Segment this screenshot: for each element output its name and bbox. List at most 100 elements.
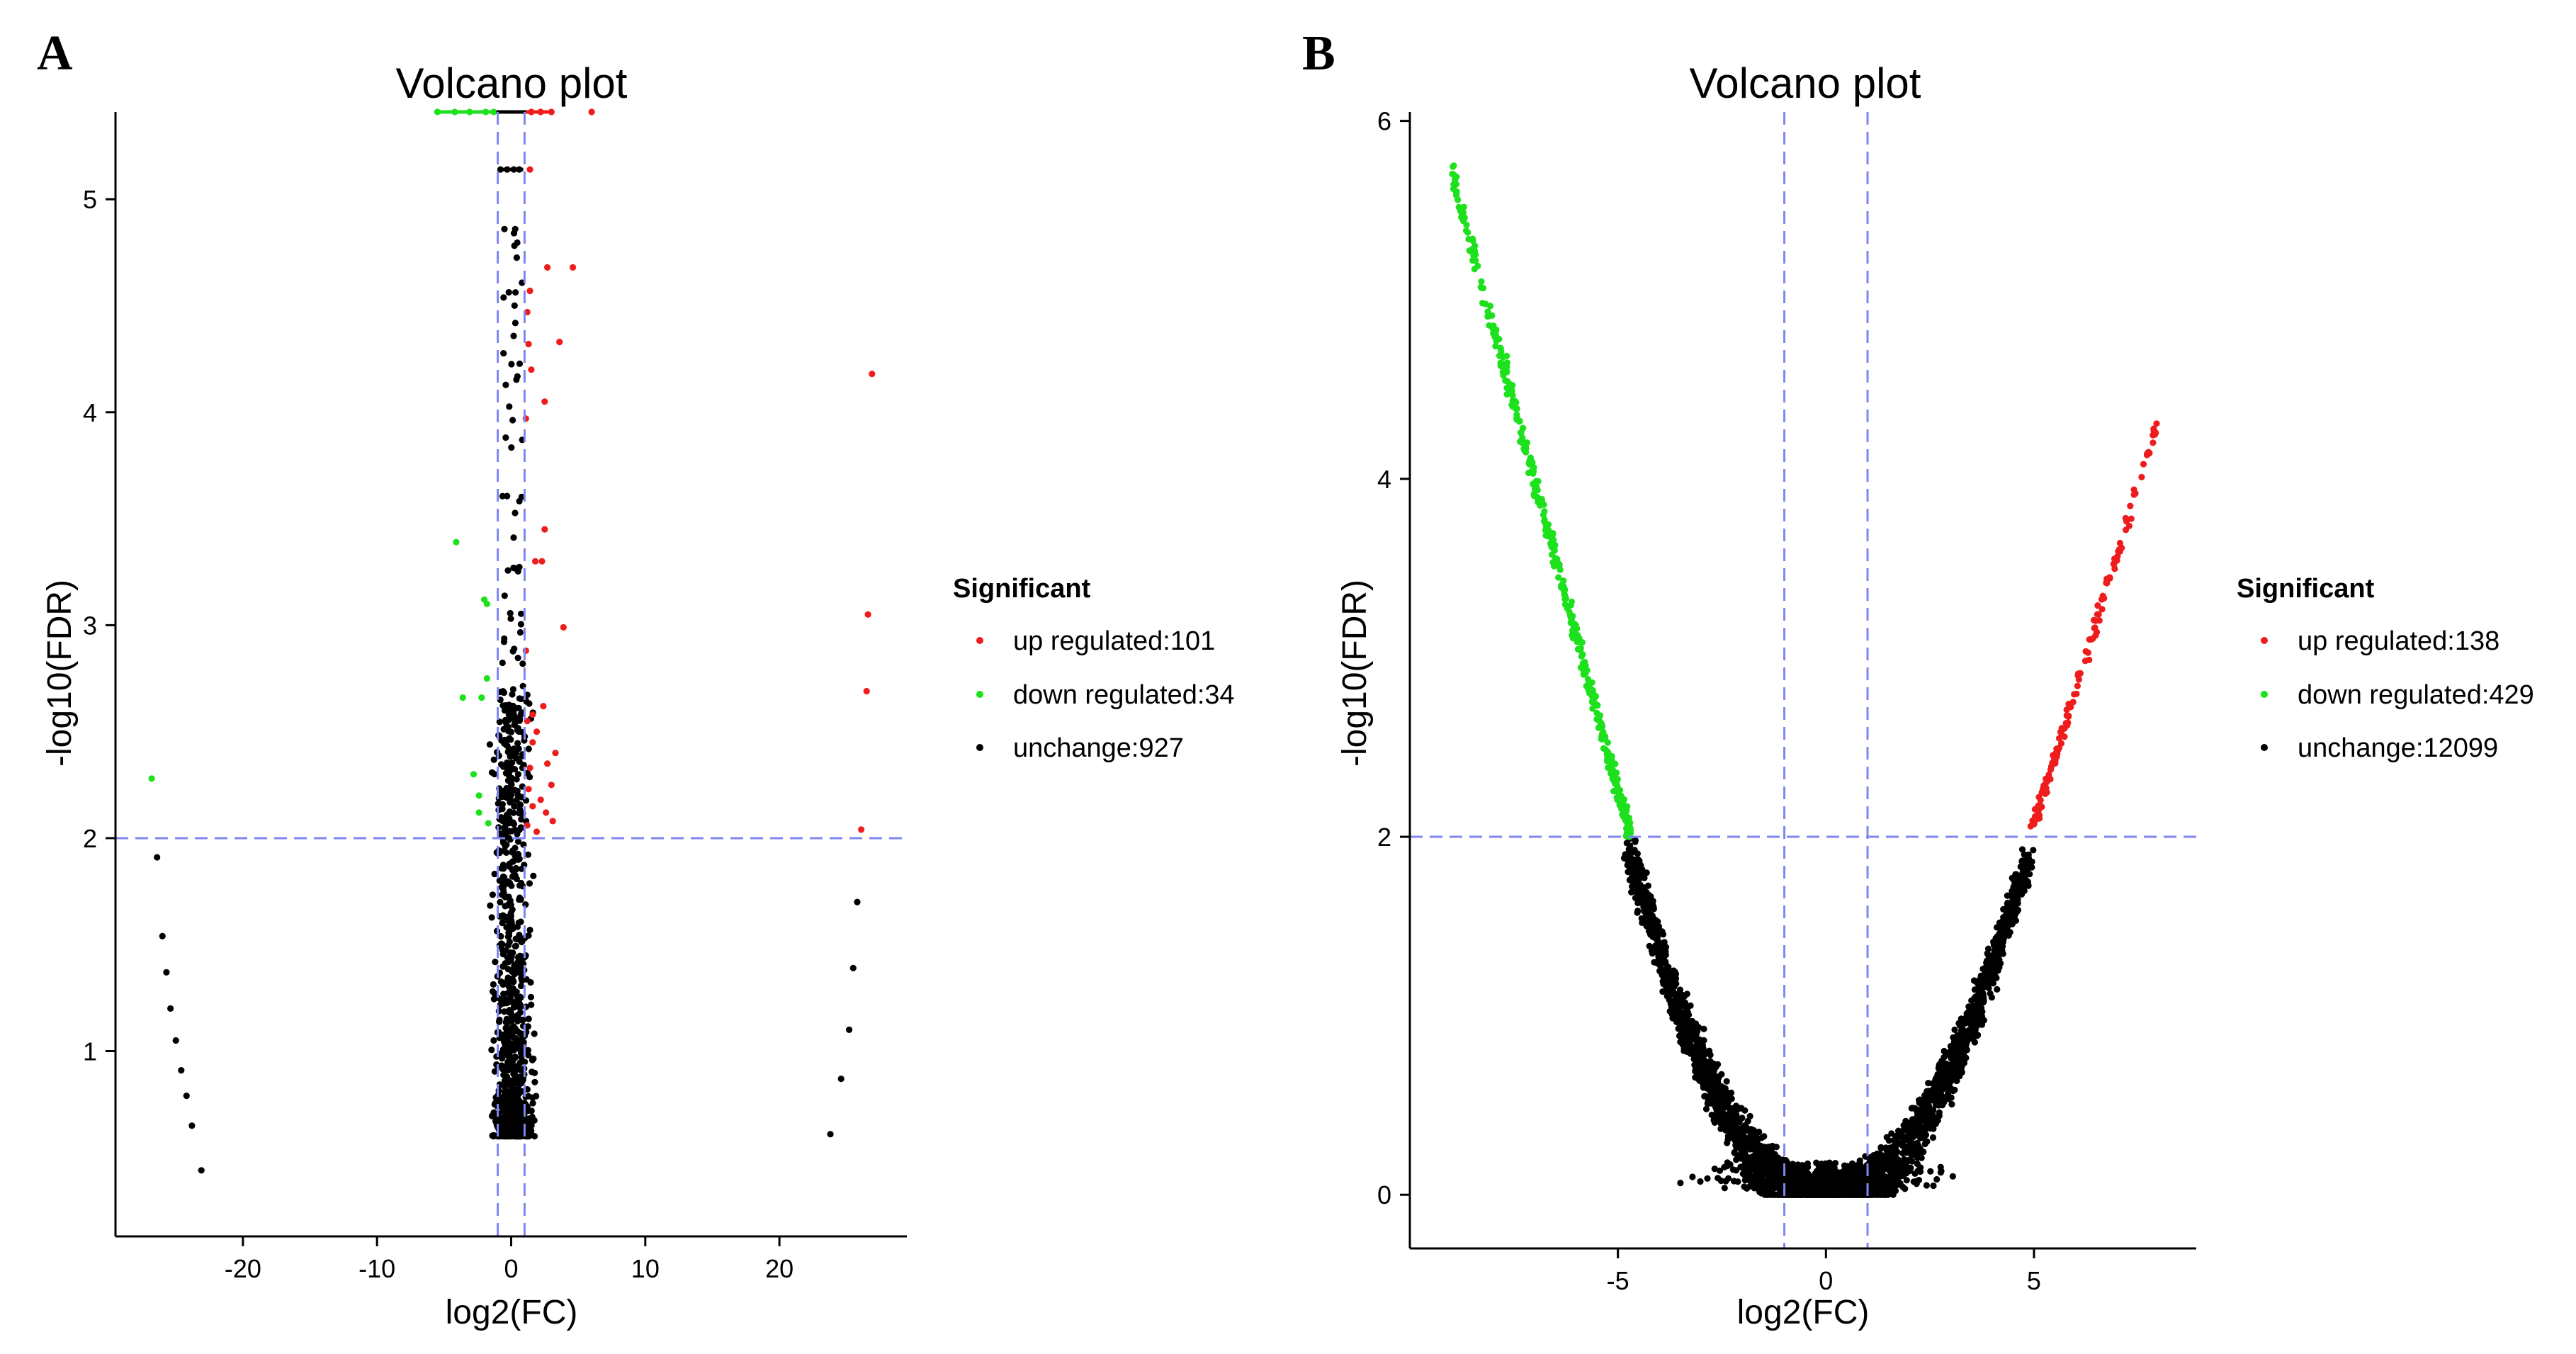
data-point-unchange — [513, 1111, 521, 1118]
data-point-unchange — [502, 381, 509, 388]
data-point-unchange — [504, 880, 512, 887]
data-point-unchange — [518, 610, 525, 617]
data-point-up-regulated — [543, 809, 550, 816]
data-point-unchange — [1907, 1165, 1914, 1172]
data-point-unchange — [1639, 916, 1646, 923]
data-point-unchange — [508, 711, 515, 718]
data-point-up-regulated — [544, 760, 551, 767]
data-point-up-regulated — [2061, 725, 2068, 732]
data-point-unchange — [1734, 1104, 1741, 1111]
data-point-down-regulated — [1551, 541, 1559, 549]
data-point-down-regulated — [1459, 209, 1467, 216]
data-point-unchange — [2018, 846, 2026, 853]
data-point-up-regulated — [588, 108, 595, 115]
data-point-unchange — [513, 796, 520, 803]
data-point-unchange — [1744, 1117, 1751, 1124]
data-point-unchange — [2007, 914, 2014, 921]
data-point-unchange — [1926, 1124, 1933, 1132]
data-point-unchange — [1727, 1116, 1734, 1123]
data-point-unchange — [1963, 1016, 1971, 1023]
data-point-up-regulated — [537, 796, 544, 803]
data-point-unchange — [1930, 1088, 1937, 1095]
data-point-unchange — [1934, 1096, 1941, 1103]
x-tick-label-b: 5 — [2027, 1266, 2041, 1295]
data-point-unchange — [1949, 1055, 1956, 1063]
data-point-down-regulated — [1568, 614, 1575, 621]
x-tick-label-a: 20 — [765, 1254, 793, 1283]
data-point-down-regulated — [148, 775, 155, 782]
data-point-unchange — [1766, 1168, 1773, 1175]
data-point-unchange — [1805, 1176, 1812, 1183]
data-point-unchange — [1640, 903, 1647, 910]
data-point-unchange — [499, 891, 506, 898]
data-point-down-regulated — [1595, 716, 1603, 724]
data-point-unchange — [1946, 1067, 1953, 1074]
data-point-unchange — [509, 417, 516, 424]
data-point-unchange — [1916, 1099, 1923, 1107]
data-point-unchange — [511, 998, 518, 1006]
data-point-unchange — [487, 902, 494, 909]
data-point-unchange — [1848, 1160, 1855, 1167]
data-point-unchange — [511, 1090, 518, 1097]
data-point-down-regulated — [1486, 312, 1493, 319]
data-point-down-regulated — [1580, 660, 1587, 667]
data-point-unchange — [1843, 1191, 1851, 1198]
data-point-up-regulated — [2111, 555, 2118, 563]
x-tick-label-a: -20 — [225, 1254, 261, 1283]
data-point-up-regulated — [2055, 735, 2063, 742]
data-point-unchange — [1799, 1182, 1807, 1189]
data-point-unchange — [1851, 1191, 1858, 1198]
data-point-unchange — [1683, 1003, 1690, 1010]
data-point-unchange — [509, 976, 516, 983]
data-point-down-regulated — [1472, 251, 1479, 259]
data-point-unchange — [516, 628, 524, 636]
data-point-up-regulated — [529, 739, 536, 746]
data-point-unchange — [516, 932, 523, 939]
data-point-unchange — [505, 777, 512, 784]
data-point-down-regulated — [1461, 214, 1468, 221]
legend-title-a: Significant — [953, 574, 1091, 604]
data-point-unchange — [491, 870, 498, 878]
data-point-unchange — [1830, 1184, 1837, 1191]
data-point-unchange — [517, 982, 525, 990]
data-point-unchange — [488, 1046, 495, 1054]
data-point-unchange — [499, 1105, 506, 1112]
data-point-unchange — [1656, 961, 1663, 968]
data-point-unchange — [1894, 1175, 1901, 1183]
data-point-unchange — [1725, 1175, 1732, 1182]
data-point-unchange — [1937, 1090, 1945, 1098]
data-point-unchange — [1665, 985, 1672, 992]
data-point-down-regulated — [1590, 699, 1597, 706]
data-point-unchange — [502, 1094, 509, 1101]
data-point-unchange — [827, 1131, 834, 1138]
data-point-unchange — [183, 1093, 190, 1100]
data-point-up-regulated — [2036, 802, 2043, 809]
data-point-unchange — [1868, 1191, 1875, 1198]
data-point-down-regulated — [1469, 257, 1476, 264]
data-point-down-regulated — [1449, 170, 1456, 178]
data-point-unchange — [500, 847, 508, 854]
data-point-unchange — [531, 1078, 538, 1085]
legend-key-down-b — [2261, 691, 2268, 698]
data-point-unchange — [514, 239, 521, 247]
data-point-up-regulated — [2035, 808, 2042, 816]
data-point-unchange — [1722, 1127, 1729, 1134]
data-point-unchange — [1721, 1185, 1728, 1192]
data-point-down-regulated — [483, 600, 491, 607]
data-point-unchange — [1714, 1078, 1721, 1085]
data-point-unchange — [518, 879, 525, 887]
data-point-unchange — [526, 774, 533, 781]
data-point-up-regulated — [549, 818, 556, 825]
legend-key-up-a — [976, 637, 983, 644]
data-point-unchange — [517, 621, 525, 628]
data-point-down-regulated — [1575, 638, 1582, 645]
data-point-unchange — [499, 801, 507, 808]
legend-label-unchange-a: unchange:927 — [1013, 733, 1184, 763]
data-point-down-regulated — [1492, 332, 1499, 339]
data-point-unchange — [497, 898, 504, 906]
data-point-down-regulated — [1560, 577, 1567, 585]
data-point-unchange — [1914, 1112, 1921, 1119]
data-point-unchange — [1979, 991, 1987, 998]
data-point-up-regulated — [525, 341, 532, 348]
data-point-down-regulated — [1586, 689, 1593, 696]
